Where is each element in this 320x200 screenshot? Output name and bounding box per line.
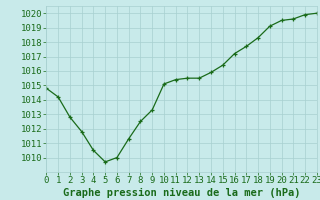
X-axis label: Graphe pression niveau de la mer (hPa): Graphe pression niveau de la mer (hPa) xyxy=(63,188,300,198)
